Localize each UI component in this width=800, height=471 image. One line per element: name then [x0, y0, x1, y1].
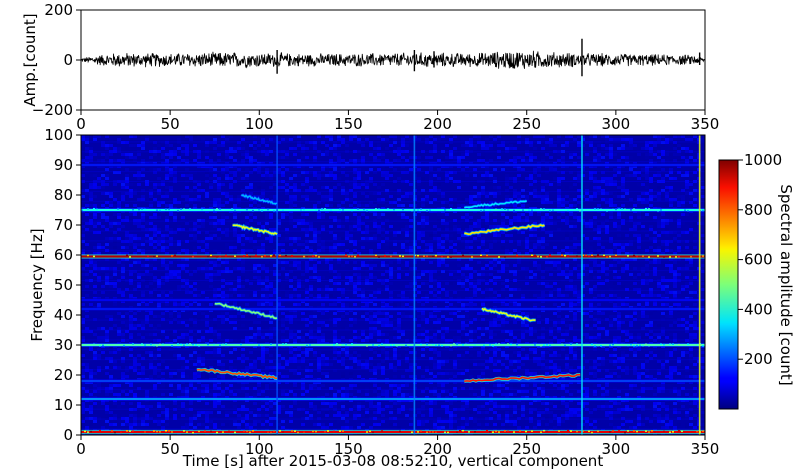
spectrogram-ytick-label: 80	[54, 186, 73, 204]
spectrogram-xtick-label: 350	[691, 440, 720, 458]
spectrogram-ytick-label: 50	[54, 276, 73, 294]
frequency-glide	[214, 302, 278, 320]
spectrogram-xlabel: Time [s] after 2015-03-08 08:52:10, vert…	[182, 452, 604, 470]
waveform-xtick-label: 50	[161, 115, 180, 133]
colorbar: 200 400 600 800 1000 Spectral amplitude [cou…	[718, 151, 795, 410]
waveform-xtick-label: 150	[334, 115, 363, 133]
spectrogram-image	[81, 135, 705, 435]
spectrogram-ytick-label: 0	[63, 426, 73, 444]
spectrogram-bands	[81, 141, 705, 430]
spectrogram-ytick-label: 40	[54, 306, 73, 324]
waveform-trace	[81, 50, 705, 69]
spectrogram-ytick-label: 60	[54, 246, 73, 264]
waveform-xtick-label: 200	[423, 115, 452, 133]
frequency-glide	[464, 224, 545, 235]
spectrogram-xtick-label: 200	[423, 440, 452, 458]
spectrogram-ylabel: Frequency [Hz]	[28, 228, 46, 341]
colorbar-ticks: 200 400 600 800 1000	[738, 151, 782, 368]
waveform-ytick-label: 0	[63, 51, 73, 69]
spectrogram-ytick-label: 100	[44, 126, 73, 144]
waveform-xtick-label: 250	[512, 115, 541, 133]
harmonic-line	[81, 308, 705, 310]
colorbar-label: Spectral amplitude [count]	[777, 184, 795, 385]
transient-event	[698, 135, 701, 435]
waveform-ytick-label: 200	[44, 1, 73, 19]
frequency-glide	[464, 200, 528, 209]
harmonic-line	[81, 380, 705, 382]
waveform-series	[81, 38, 705, 77]
harmonic-line	[81, 398, 705, 400]
frequency-glide	[240, 193, 278, 205]
transient-event	[413, 135, 416, 435]
harmonic-line	[81, 164, 705, 166]
spectrogram-ytick-label: 10	[54, 396, 73, 414]
waveform-xtick-label: 0	[76, 115, 86, 133]
colorbar-tick-label: 600	[744, 251, 773, 269]
waveform-xtick-label: 350	[691, 115, 720, 133]
frequency-glide	[464, 373, 581, 383]
spectrogram-xtick-label: 150	[334, 440, 363, 458]
transient-event	[276, 135, 278, 435]
spectrogram-xtick-label: 0	[76, 440, 86, 458]
colorbar-tick-label: 1000	[744, 151, 782, 169]
spectrogram-panel: 0 50 100 150 200 250 300 350 0 10 20 30 40 50 60 70 80 90…	[28, 126, 719, 470]
spectrogram-xtick-label: 100	[245, 440, 274, 458]
frequency-glide	[481, 307, 536, 322]
spectrogram-ytick-label: 90	[54, 156, 73, 174]
colorbar-tick-label: 400	[744, 300, 773, 318]
colorbar-gradient	[718, 159, 739, 410]
harmonic-line	[81, 255, 705, 258]
spectrogram-ticks: 0 50 100 150 200 250 300 350 0 10 20 30 40 50 60 70 80 90…	[44, 126, 719, 458]
frequency-glide	[196, 368, 278, 380]
spectrogram-xtick-label: 50	[161, 440, 180, 458]
spectrogram-xtick-label: 300	[602, 440, 631, 458]
spectrogram-ytick-label: 70	[54, 216, 73, 234]
waveform-ylabel: Amp.[count]	[21, 13, 39, 106]
colorbar-tick-label: 800	[744, 201, 773, 219]
spectrogram-xtick-label: 250	[512, 440, 541, 458]
frequency-glide	[232, 224, 278, 236]
spectrogram-ytick-label: 20	[54, 366, 73, 384]
colorbar-tick-label: 200	[744, 350, 773, 368]
transient-event	[581, 135, 583, 435]
harmonic-line	[81, 430, 705, 434]
waveform-xtick-label: 300	[602, 115, 631, 133]
waveform-xtick-label: 100	[245, 115, 274, 133]
spectrogram-ytick-label: 30	[54, 336, 73, 354]
waveform-ytick-label: −200	[32, 101, 73, 119]
harmonic-line	[81, 299, 705, 301]
